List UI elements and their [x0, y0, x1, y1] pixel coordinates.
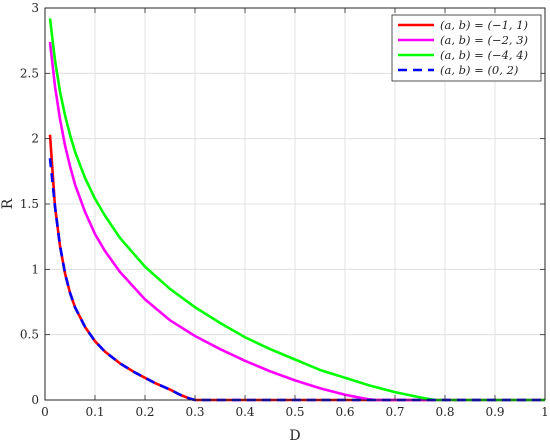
x-tick-label: 0	[41, 405, 49, 419]
x-tick-label: 0.8	[435, 405, 454, 419]
y-axis-label: R	[0, 198, 16, 209]
series-line-2	[48, 41, 545, 402]
legend: (a, b) = (−1, 1)(a, b) = (−2, 3)(a, b) =…	[391, 14, 542, 82]
y-tick-label: 2	[31, 132, 39, 146]
x-tick-label: 0.2	[135, 405, 154, 419]
series-line-3	[48, 18, 545, 402]
legend-label: (a, b) = (−4, 4)	[440, 48, 528, 62]
y-tick-label: 2.5	[20, 66, 39, 80]
x-tick-label: 0.3	[185, 405, 204, 419]
x-tick-label: 0.1	[85, 405, 104, 419]
y-tick-label: 0	[31, 393, 39, 407]
y-tick-label: 1	[31, 262, 39, 276]
x-tick-label: 0.7	[385, 405, 404, 419]
x-tick-label: 0.9	[485, 405, 504, 419]
y-tick-label: 0.5	[20, 328, 39, 342]
legend-label: (a, b) = (−2, 3)	[440, 33, 528, 47]
y-tick-label: 3	[31, 1, 39, 15]
x-tick-label: 1	[541, 405, 549, 419]
legend-label: (a, b) = (0, 2)	[440, 63, 518, 77]
y-tick-label: 1.5	[20, 197, 39, 211]
x-tick-label: 0.5	[285, 405, 304, 419]
series-line-4	[48, 158, 545, 402]
x-tick-label: 0.4	[235, 405, 254, 419]
ticks: 0 0.1 0.2 0.3 0.4 0.5 0.6 0.7 0.8 0.9 1 0 0.5 1 1.5 2 2.…	[20, 1, 549, 419]
legend-label: (a, b) = (−1, 1)	[440, 18, 528, 32]
legend-items: (a, b) = (−1, 1)(a, b) = (−2, 3)(a, b) =…	[398, 18, 528, 77]
x-axis-label: D	[289, 428, 300, 444]
x-tick-label: 0.6	[335, 405, 354, 419]
